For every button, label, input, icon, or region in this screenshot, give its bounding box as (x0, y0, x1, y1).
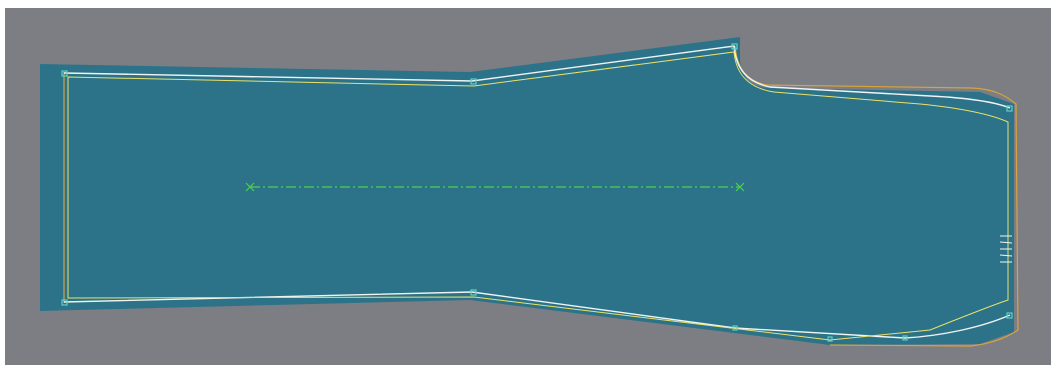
point-marker[interactable] (61, 299, 68, 306)
grain-line-end-marker[interactable] (735, 182, 745, 192)
grain-line[interactable] (245, 182, 745, 192)
pattern-piece[interactable] (40, 37, 1019, 347)
notch[interactable] (999, 241, 1013, 244)
point-marker[interactable] (1006, 312, 1013, 319)
point-marker[interactable] (470, 289, 477, 296)
seam-line (67, 51, 1009, 341)
notches (999, 235, 1013, 263)
point-marker[interactable] (902, 335, 908, 341)
point-marker[interactable] (470, 78, 477, 85)
cut-line (63, 45, 1011, 339)
point-marker[interactable] (731, 43, 738, 50)
point-marker[interactable] (1006, 105, 1013, 112)
point-markers (61, 43, 1013, 342)
pattern-piece-body[interactable] (40, 37, 1014, 345)
point-marker[interactable] (732, 325, 738, 331)
grain-line-start-marker[interactable] (245, 182, 255, 192)
notch[interactable] (999, 254, 1013, 257)
point-marker[interactable] (61, 70, 68, 77)
point-marker[interactable] (827, 336, 833, 342)
